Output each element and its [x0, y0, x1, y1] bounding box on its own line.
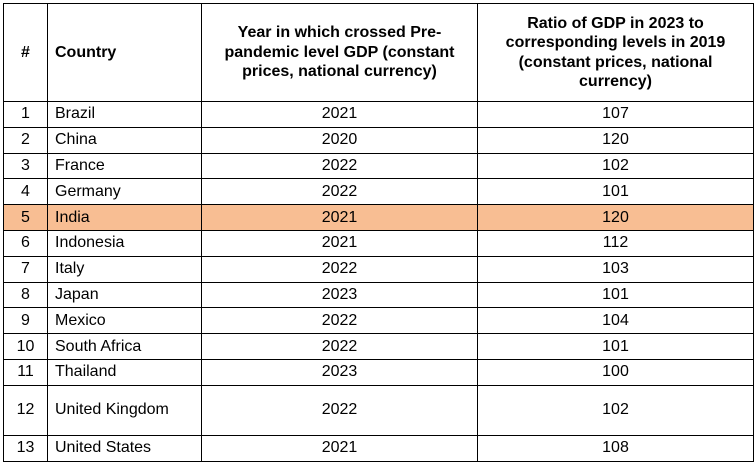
row-index: 1 — [3, 101, 48, 128]
row-country: Japan — [47, 281, 202, 309]
row-year: 2023 — [201, 281, 478, 309]
header-year-crossed: Year in which crossed Pre-pandemic level… — [201, 3, 478, 102]
row-year: 2021 — [201, 434, 478, 462]
row-ratio: 108 — [477, 434, 754, 462]
row-country: France — [47, 152, 202, 180]
row-ratio: 120 — [477, 204, 754, 231]
row-country: Thailand — [47, 358, 202, 386]
header-country: Country — [47, 3, 202, 102]
row-country: Germany — [47, 178, 202, 206]
row-ratio: 101 — [477, 178, 754, 206]
row-index: 11 — [3, 358, 48, 386]
row-ratio: 102 — [477, 152, 754, 180]
row-country: Mexico — [47, 307, 202, 335]
gdp-recovery-table: # Country Year in which crossed Pre-pand… — [3, 3, 754, 462]
row-index: 3 — [3, 152, 48, 180]
row-index: 10 — [3, 333, 48, 360]
row-country: China — [47, 126, 202, 154]
row-ratio: 112 — [477, 229, 754, 257]
header-index: # — [3, 3, 48, 102]
table-row: 12 United Kingdom 2022 102 — [3, 384, 754, 436]
table-row: 7 Italy 2022 103 — [3, 255, 754, 283]
row-ratio: 100 — [477, 358, 754, 386]
row-index: 4 — [3, 178, 48, 206]
row-ratio: 104 — [477, 307, 754, 335]
row-year: 2022 — [201, 333, 478, 360]
row-country: South Africa — [47, 333, 202, 360]
row-index: 7 — [3, 255, 48, 283]
row-ratio: 120 — [477, 126, 754, 154]
table-row: 9 Mexico 2022 104 — [3, 307, 754, 335]
row-year: 2022 — [201, 178, 478, 206]
row-ratio: 103 — [477, 255, 754, 283]
row-year: 2021 — [201, 204, 478, 231]
table-row: 4 Germany 2022 101 — [3, 178, 754, 206]
table-row: 13 United States 2021 108 — [3, 434, 754, 462]
row-ratio: 101 — [477, 333, 754, 360]
row-country: Brazil — [47, 101, 202, 128]
row-country: Indonesia — [47, 229, 202, 257]
row-country: Italy — [47, 255, 202, 283]
row-year: 2022 — [201, 307, 478, 335]
table-row: 11 Thailand 2023 100 — [3, 358, 754, 386]
row-index: 13 — [3, 434, 48, 462]
row-ratio: 102 — [477, 384, 754, 436]
row-country: United States — [47, 434, 202, 462]
row-ratio: 107 — [477, 101, 754, 128]
row-year: 2023 — [201, 358, 478, 386]
table-row: 3 France 2022 102 — [3, 152, 754, 180]
row-year: 2022 — [201, 152, 478, 180]
row-ratio: 101 — [477, 281, 754, 309]
row-year: 2021 — [201, 101, 478, 128]
row-country: United Kingdom — [47, 384, 202, 436]
row-index: 2 — [3, 126, 48, 154]
row-index: 5 — [3, 204, 48, 231]
table-row: 1 Brazil 2021 107 — [3, 101, 754, 128]
row-year: 2022 — [201, 255, 478, 283]
row-country: India — [47, 204, 202, 231]
table-row: 6 Indonesia 2021 112 — [3, 229, 754, 257]
row-year: 2020 — [201, 126, 478, 154]
table-row: 10 South Africa 2022 101 — [3, 333, 754, 360]
header-row: # Country Year in which crossed Pre-pand… — [3, 3, 754, 102]
row-index: 9 — [3, 307, 48, 335]
table-row: 8 Japan 2023 101 — [3, 281, 754, 309]
row-year: 2021 — [201, 229, 478, 257]
header-gdp-ratio: Ratio of GDP in 2023 to corresponding le… — [477, 3, 754, 102]
row-index: 8 — [3, 281, 48, 309]
row-index: 6 — [3, 229, 48, 257]
table-row: 2 China 2020 120 — [3, 126, 754, 154]
row-year: 2022 — [201, 384, 478, 436]
row-index: 12 — [3, 384, 48, 436]
table-row-highlighted: 5 India 2021 120 — [3, 204, 754, 231]
